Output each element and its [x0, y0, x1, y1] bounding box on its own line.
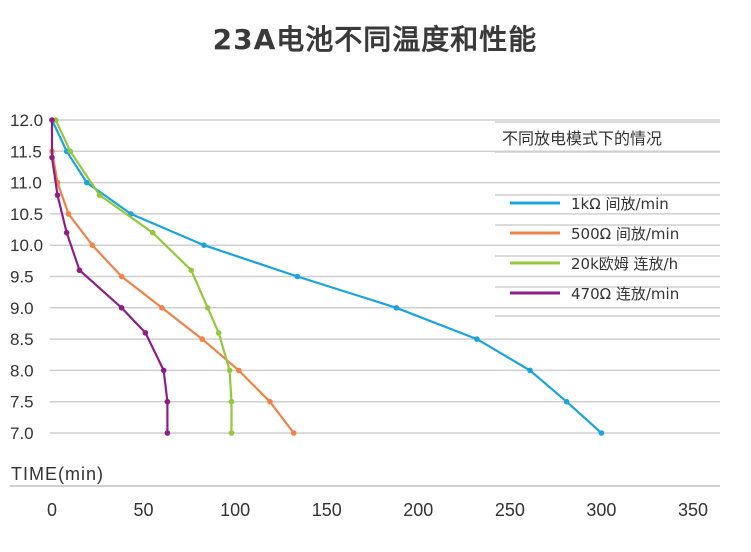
series-line — [50, 120, 169, 433]
x-tick-label: 350 — [678, 500, 708, 520]
y-tick-label: 10.0 — [10, 236, 43, 255]
data-point — [118, 305, 125, 311]
data-point — [204, 305, 211, 311]
y-tick-label: 8.0 — [10, 361, 34, 380]
data-point — [142, 330, 149, 336]
data-point — [228, 430, 235, 436]
data-point — [474, 336, 480, 342]
x-tick-label: 300 — [586, 500, 616, 520]
x-axis: TIME(min) 0 50 100 150 200 250 300 350 — [10, 464, 720, 520]
data-point — [226, 367, 233, 374]
data-point — [49, 154, 55, 161]
data-point — [563, 398, 570, 405]
chart-title: 23A电池不同温度和性能 — [212, 23, 538, 56]
y-tick-label: 7.0 — [10, 424, 34, 443]
data-point — [598, 430, 605, 436]
data-point — [393, 305, 400, 311]
y-tick-label: 11.0 — [10, 174, 42, 193]
data-point — [228, 398, 235, 405]
series-3 — [49, 117, 171, 436]
data-point — [236, 367, 242, 374]
data-point — [188, 267, 194, 274]
data-point — [290, 430, 297, 436]
legend-label: 1kΩ 间放/min — [571, 195, 669, 213]
legend: 不同放电模式下的情况 1kΩ 间放/min 500Ω 间放/min 20k欧姆 连放/… — [495, 121, 720, 317]
data-point — [67, 148, 74, 155]
legend-label: 20k欧姆 连放/h — [571, 255, 678, 273]
legend-title: 不同放电模式下的情况 — [502, 129, 662, 148]
x-axis-label: TIME(min) — [11, 464, 104, 484]
legend-label: 500Ω 间放/min — [571, 225, 679, 243]
x-tick-label: 250 — [495, 500, 525, 520]
gridlines — [50, 119, 720, 434]
data-point — [164, 430, 171, 436]
legend-item: 1kΩ 间放/min — [510, 195, 669, 213]
data-point — [294, 273, 301, 280]
data-point — [76, 267, 83, 274]
data-point — [164, 398, 171, 405]
y-tick-label: 7.5 — [10, 393, 34, 412]
data-point — [54, 192, 61, 198]
data-point — [149, 229, 156, 236]
y-tick-label: 12.0 — [10, 111, 43, 130]
y-tick-label: 10.5 — [10, 205, 43, 224]
y-axis-ticks: 12.0 11.5 11.0 10.5 10.0 9.5 9.0 8.5 8.0 7.5 7.0 — [10, 111, 43, 443]
y-tick-label: 9.0 — [10, 299, 34, 318]
x-tick-label: 150 — [312, 500, 342, 520]
y-tick-label: 8.5 — [10, 330, 34, 349]
data-point — [201, 242, 207, 248]
x-tick-label: 100 — [220, 500, 250, 520]
series-1 — [49, 148, 297, 436]
data-point — [527, 367, 533, 374]
y-tick-label: 9.5 — [10, 268, 34, 287]
legend-item: 20k欧姆 连放/h — [510, 255, 678, 273]
data-point — [160, 367, 167, 374]
data-point — [159, 305, 165, 311]
legend-item: 470Ω 连放/min — [510, 285, 679, 303]
x-tick-label: 0 — [47, 500, 57, 520]
data-point — [65, 211, 72, 217]
legend-label: 470Ω 连放/min — [571, 285, 679, 303]
data-series — [49, 117, 605, 436]
data-point — [215, 330, 222, 336]
data-point — [199, 336, 205, 342]
data-point — [267, 398, 273, 405]
data-point — [96, 192, 103, 198]
x-tick-label: 50 — [134, 500, 154, 520]
y-tick-label: 11.5 — [10, 142, 42, 161]
series-line — [50, 151, 295, 434]
legend-item: 500Ω 间放/min — [510, 225, 679, 243]
data-point — [83, 179, 90, 186]
series-2 — [52, 117, 235, 436]
data-point — [49, 117, 55, 123]
x-tick-label: 200 — [403, 500, 433, 520]
data-point — [89, 242, 96, 248]
data-point — [118, 273, 125, 280]
data-point — [63, 229, 70, 236]
series-line — [54, 119, 233, 433]
